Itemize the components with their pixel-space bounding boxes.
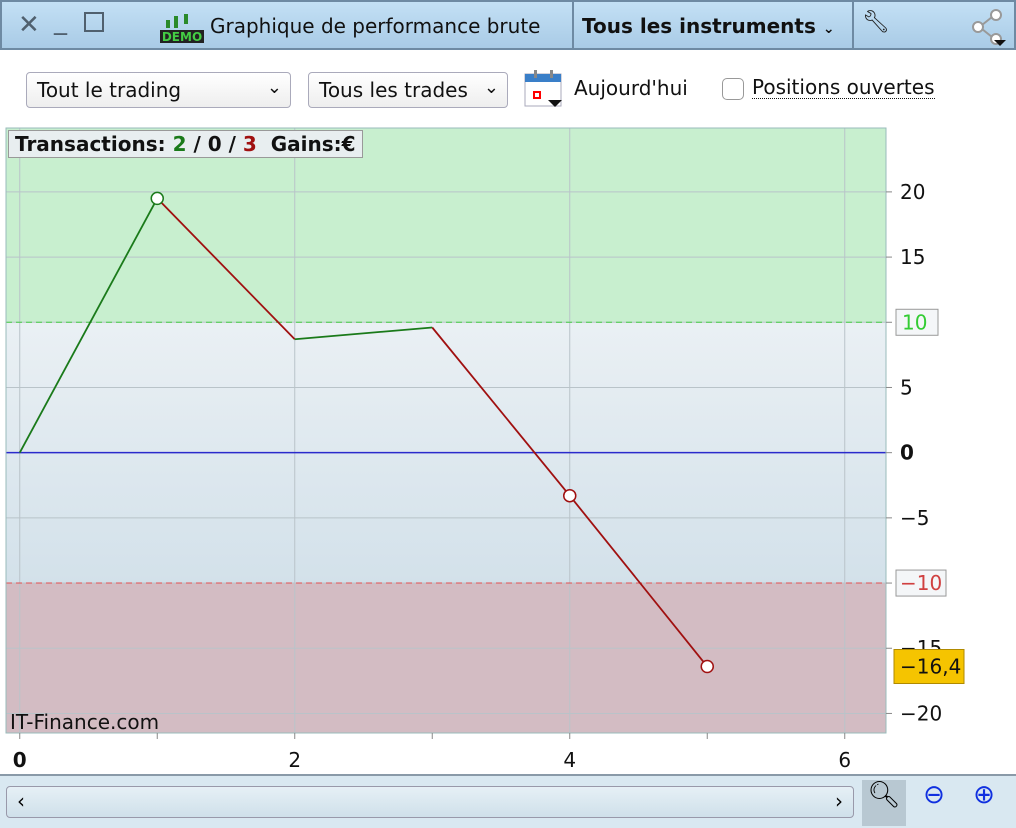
trades-select[interactable]: Tous les trades ⌄ — [308, 72, 508, 108]
performance-segment — [294, 326, 433, 341]
last-value-badge — [893, 649, 965, 685]
performance-segment — [18, 197, 159, 454]
title-bar: ✕ _ DEMO Graphique de performance brute … — [0, 0, 1016, 50]
plot-border — [5, 127, 887, 734]
last-value-label: −16,4 — [900, 655, 961, 679]
x-tick-label: 4 — [563, 748, 576, 772]
summary-label: Transactions: — [15, 132, 166, 156]
zoom-in-icon: ⊕ — [973, 780, 995, 810]
upper-threshold-label: 10 — [902, 310, 927, 334]
instrument-selector[interactable]: Tous les instruments ⌄ — [582, 14, 835, 38]
divider — [572, 2, 574, 50]
upper-threshold-badge — [895, 308, 939, 336]
watermark: IT-Finance.com — [10, 710, 160, 734]
demo-chart-icon: DEMO — [160, 14, 204, 44]
trade-marker — [150, 191, 164, 206]
calendar-icon[interactable] — [524, 68, 564, 108]
close-icon[interactable]: ✕ — [18, 10, 40, 40]
x-tick-label: 2 — [288, 748, 301, 772]
maximize-icon[interactable] — [84, 12, 104, 32]
y-tick-label: −20 — [900, 701, 942, 725]
chevron-down-icon: ⌄ — [822, 21, 835, 37]
scroll-right-icon[interactable]: › — [835, 789, 843, 813]
wins-count: 2 — [172, 132, 187, 156]
performance-segment — [569, 495, 708, 668]
y-tick-label: 0 — [900, 441, 914, 465]
divider — [852, 2, 854, 50]
zoom-out-button[interactable]: ⊖ — [912, 780, 956, 826]
date-label[interactable]: Aujourd'hui — [574, 76, 688, 100]
bottom-bar: ‹ › 🔍︎ ⊖ ⊕ — [0, 774, 1016, 828]
window-title: Graphique de performance brute — [210, 14, 541, 38]
gains-label: Gains: — [270, 132, 342, 156]
performance-segment — [431, 326, 571, 497]
demo-badge: DEMO — [162, 30, 202, 44]
loss-zone — [6, 583, 886, 733]
zoom-fit-button[interactable]: 🔍︎ — [862, 780, 906, 826]
lower-threshold-badge — [895, 569, 947, 597]
chevron-down-icon: ⌄ — [266, 77, 282, 98]
open-positions-label[interactable]: Positions ouvertes — [752, 75, 935, 99]
open-positions-checkbox[interactable] — [722, 78, 744, 100]
transactions-summary: Transactions: 2 / 0 / 3 Gains:€ — [8, 130, 363, 158]
y-tick-label: −5 — [900, 506, 929, 530]
minimize-icon[interactable]: _ — [54, 6, 67, 36]
zoom-out-icon: ⊖ — [923, 780, 945, 810]
x-tick-label: 6 — [838, 748, 851, 772]
trade-marker — [700, 659, 714, 674]
lower-threshold-label: −10 — [900, 571, 942, 595]
share-icon[interactable] — [970, 8, 1010, 46]
x-tick-label: 0 — [13, 748, 27, 772]
neutral-count: 0 — [207, 132, 222, 156]
trade-marker — [563, 488, 577, 503]
zoom-in-button[interactable]: ⊕ — [962, 780, 1006, 826]
horizontal-scrollbar[interactable]: ‹ › — [6, 786, 854, 818]
y-tick-label: 15 — [900, 245, 925, 269]
zoom-fit-icon: 🔍︎ — [867, 780, 901, 810]
instrument-selector-label: Tous les instruments — [582, 14, 816, 38]
wrench-icon[interactable]: 🔧︎ — [862, 10, 890, 35]
scope-select[interactable]: Tout le trading ⌄ — [26, 72, 291, 108]
y-tick-label: 5 — [900, 375, 913, 399]
profit-zone — [6, 128, 886, 323]
performance-segment — [156, 197, 296, 340]
y-tick-label: 20 — [900, 180, 925, 204]
chevron-down-icon: ⌄ — [483, 77, 499, 98]
currency: € — [341, 132, 356, 156]
trades-select-value: Tous les trades — [319, 78, 468, 102]
scope-select-value: Tout le trading — [37, 78, 182, 102]
losses-count: 3 — [242, 132, 257, 156]
scroll-left-icon[interactable]: ‹ — [17, 789, 25, 813]
